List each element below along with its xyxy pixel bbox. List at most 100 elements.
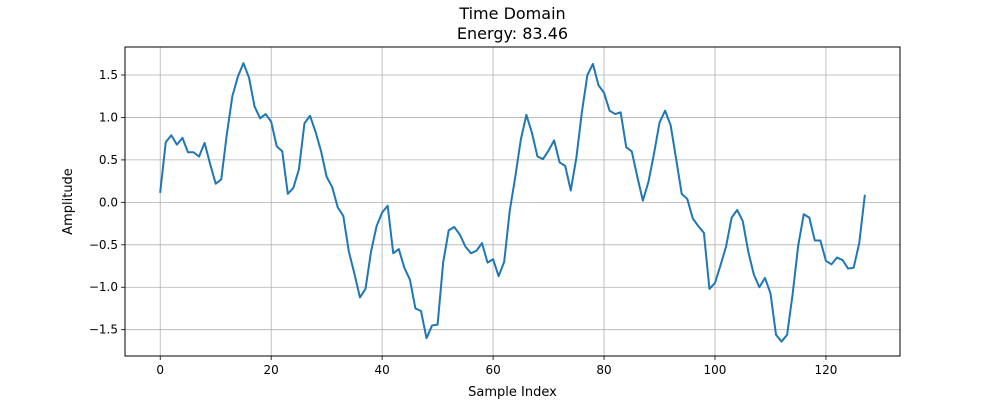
x-axis-label: Sample Index [468,385,557,400]
data-point [287,193,289,195]
chart-subtitle: Energy: 83.46 [457,24,568,43]
data-point [420,310,422,312]
data-point [570,189,572,191]
data-point [531,132,533,134]
data-point [614,113,616,115]
data-point [842,259,844,261]
data-point [226,133,228,135]
data-point [575,157,577,159]
data-point [198,156,200,158]
data-point [742,220,744,222]
data-point [248,77,250,79]
data-point [342,215,344,217]
data-point [636,176,638,178]
data-point [181,137,183,139]
data-point [653,153,655,155]
data-point [603,92,605,94]
data-point [548,150,550,152]
data-point [453,226,455,228]
data-point [359,296,361,298]
data-point [753,274,755,276]
data-point [237,76,239,78]
data-point [242,62,244,64]
data-point [170,134,172,136]
data-point [509,210,511,212]
x-tick-label: 120 [814,363,837,377]
data-point [265,113,267,115]
data-point [836,257,838,259]
data-point [165,141,167,143]
data-point [786,334,788,336]
data-point [792,293,794,295]
data-point [864,195,866,197]
data-point [392,252,394,254]
data-point [553,139,555,141]
data-point [592,63,594,65]
data-point [731,217,733,219]
data-point [337,206,339,208]
data-point [747,251,749,253]
data-point [681,193,683,195]
data-point [448,229,450,231]
grid-vertical-lines [159,47,827,356]
data-point [414,307,416,309]
data-point [642,200,644,202]
y-axis-label: Amplitude [61,168,76,235]
data-point [470,252,472,254]
grid-horizontal-lines [125,74,900,331]
x-tick-label: 100 [704,363,727,377]
data-point [631,150,633,152]
data-point [209,163,211,165]
data-point [520,139,522,141]
data-point [298,168,300,170]
data-point [647,181,649,183]
data-point [376,225,378,227]
data-point [270,121,272,123]
data-point [564,165,566,167]
data-point [764,277,766,279]
data-point [442,262,444,264]
data-point [559,161,561,163]
data-point [586,74,588,76]
data-point [464,245,466,247]
data-point [697,225,699,227]
data-point [536,156,538,158]
data-point [492,258,494,260]
data-point [259,117,261,119]
x-tick-label: 0 [156,363,164,377]
data-point [503,261,505,263]
y-tick-label: 1.0 [99,110,118,124]
data-point [315,131,317,133]
data-point [176,144,178,146]
chart-title: Time Domain [458,4,565,23]
data-point [664,110,666,112]
data-point [814,240,816,242]
x-tick-label: 40 [374,363,389,377]
data-point [431,324,433,326]
data-point [353,273,355,275]
data-point [403,267,405,269]
data-point [542,158,544,160]
data-point [231,95,233,97]
data-point [187,151,189,153]
data-point [758,286,760,288]
data-point [381,212,383,214]
data-point [309,115,311,117]
data-point [825,260,827,262]
data-point [609,110,611,112]
y-tick-label: −1.5 [89,323,118,337]
data-point [858,242,860,244]
x-tick-label: 20 [264,363,279,377]
y-tick-label: 0.0 [99,195,118,209]
data-point [398,248,400,250]
series-line-0 [159,62,866,343]
data-point [331,186,333,188]
data-point [659,122,661,124]
data-point [364,288,366,290]
data-point [847,268,849,270]
data-point [620,111,622,113]
data-point [303,122,305,124]
data-point [670,124,672,126]
